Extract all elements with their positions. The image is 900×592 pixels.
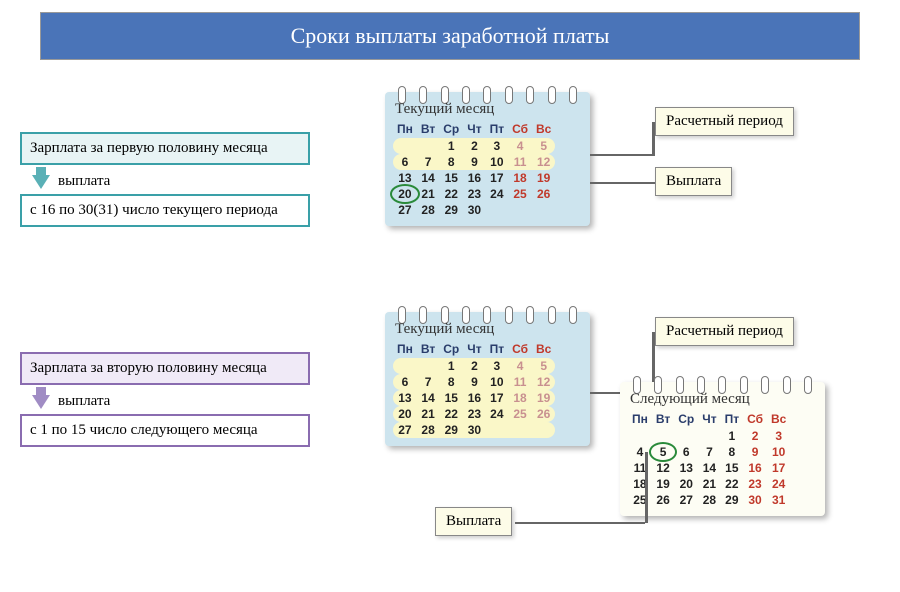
connector [652,122,655,155]
label-first-half: Зарплата за первую половину месяца [20,132,310,165]
page-title: Сроки выплаты заработной платы [40,12,860,60]
arrow-down-icon [32,395,50,409]
arrow-row-2: выплата [20,389,310,414]
tag-payout-1: Выплата [655,167,732,196]
range-first-half: с 16 по 30(31) число текущего периода [20,194,310,227]
arrow-text-2: выплата [58,393,110,410]
block-first-half: Зарплата за первую половину месяца выпла… [20,132,310,227]
cal3-title: Следующий месяц [630,391,750,408]
connector [515,522,645,524]
calendar-current-2: Текущий месяц ПнВтСрЧтПтСбВс123456789101… [385,312,590,446]
block-second-half: Зарплата за вторую половину месяца выпла… [20,352,310,447]
connector [645,452,648,523]
calendar-current-1: Текущий месяц ПнВтСрЧтПтСбВс123456789101… [385,92,590,226]
connector [590,182,655,184]
tag-period-2: Расчетный период [655,317,794,346]
tag-period-1: Расчетный период [655,107,794,136]
connector [590,154,655,156]
arrow-row-1: выплата [20,169,310,194]
arrow-down-icon [32,175,50,189]
range-second-half: с 1 по 15 число следующего месяца [20,414,310,447]
arrow-text-1: выплата [58,173,110,190]
tag-payout-2: Выплата [435,507,512,536]
cal1-title: Текущий месяц [395,101,494,118]
cal2-title: Текущий месяц [395,321,494,338]
label-second-half: Зарплата за вторую половину месяца [20,352,310,385]
calendar-next: Следующий месяц ПнВтСрЧтПтСбВс1234567891… [620,382,825,516]
